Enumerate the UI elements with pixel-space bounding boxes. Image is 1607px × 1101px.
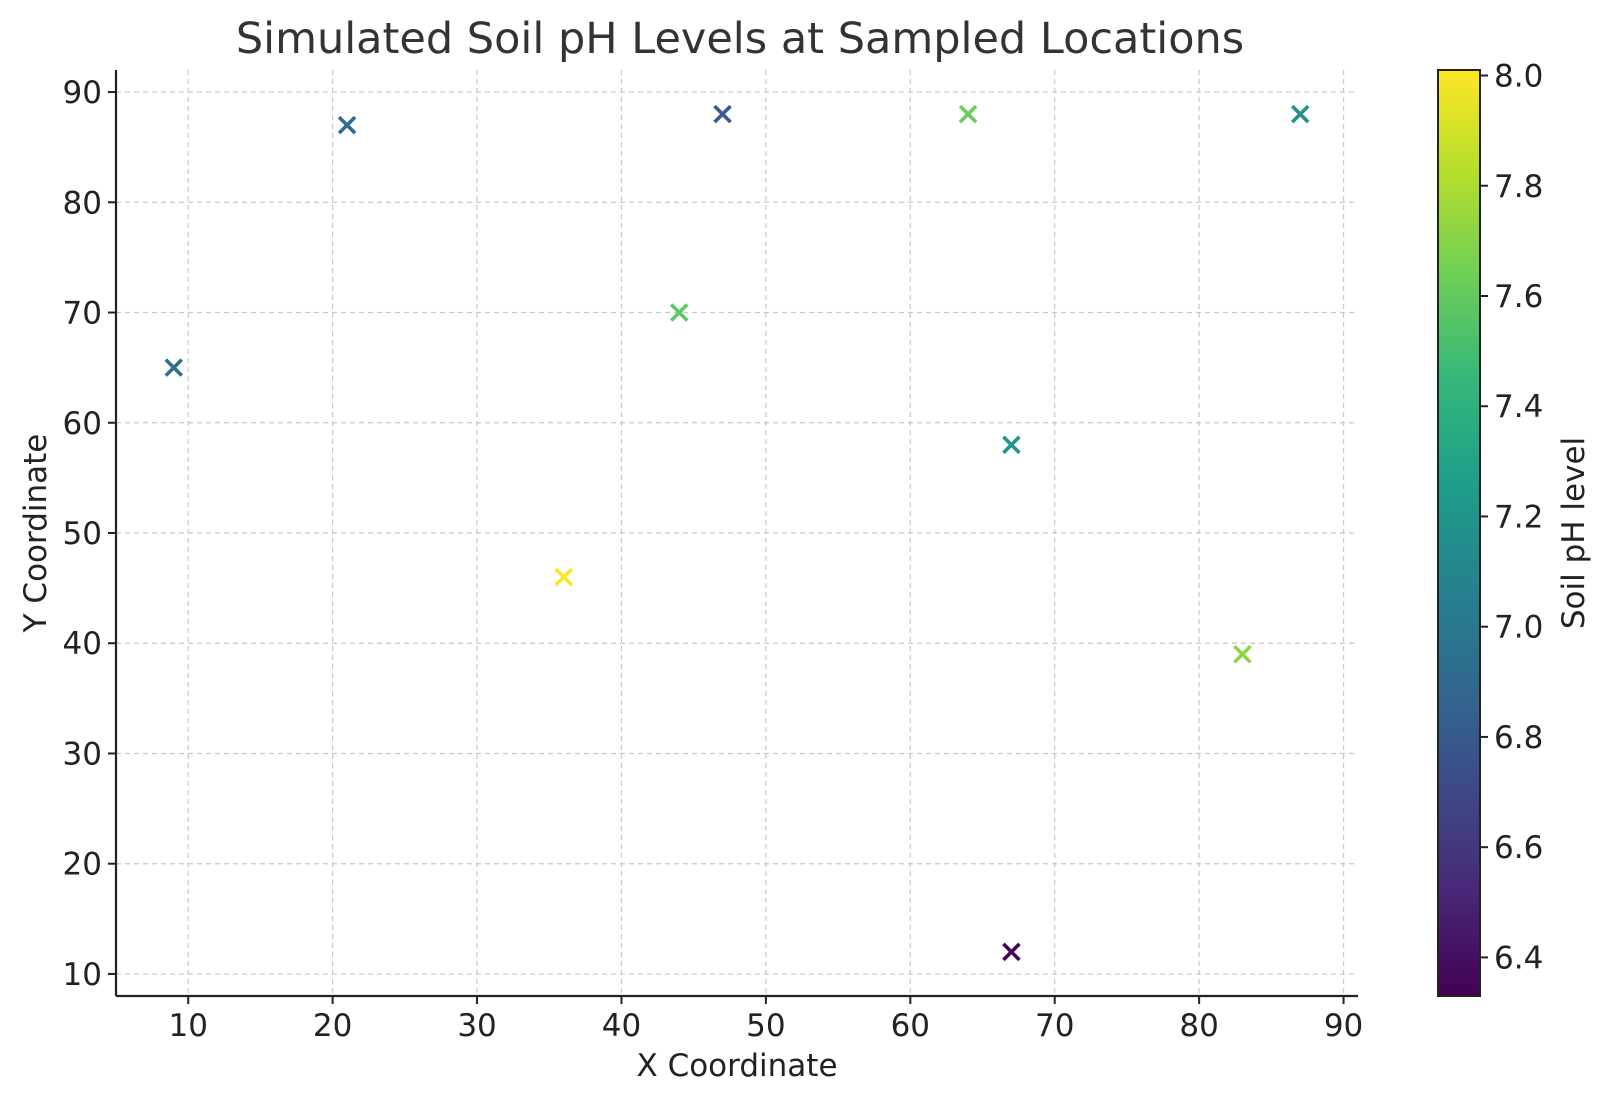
data-point	[669, 303, 689, 322]
x-tick-label: 80	[1179, 1008, 1218, 1044]
y-tick-label: 40	[63, 626, 102, 662]
colorbar-tick-label: 6.4	[1494, 940, 1543, 976]
colorbar-ticks: 6.4 6.6 6.8 7.0 7.2 7.4 7.6 7.8 8.0	[1480, 59, 1543, 976]
data-point	[337, 115, 357, 135]
data-point	[1290, 104, 1310, 124]
y-axis-label: Y Coordinate	[18, 434, 54, 634]
colorbar-tick-label: 6.8	[1494, 720, 1543, 756]
colorbar-tick-label: 7.2	[1494, 499, 1543, 535]
chart-title: Simulated Soil pH Levels at Sampled Loca…	[236, 14, 1244, 64]
y-tick-label: 30	[63, 736, 102, 772]
data-point	[554, 567, 573, 587]
colorbar-tick-label: 7.6	[1494, 279, 1543, 315]
x-tick-label: 10	[168, 1008, 207, 1044]
data-point	[1002, 435, 1021, 455]
data-point	[713, 104, 732, 124]
x-tick-label: 60	[891, 1008, 930, 1044]
x-tick-label: 70	[1035, 1008, 1074, 1044]
colorbar-label: Soil pH level	[1556, 437, 1592, 629]
colorbar-tick-label: 8.0	[1494, 59, 1543, 95]
data-points	[164, 104, 1310, 962]
y-tick-label: 90	[63, 75, 102, 111]
data-point	[958, 104, 978, 124]
y-tick-label: 50	[63, 516, 102, 552]
x-tick-label: 50	[746, 1008, 785, 1044]
colorbar-tick-label: 6.6	[1494, 830, 1543, 866]
x-tick-label: 30	[457, 1008, 496, 1044]
colorbar-tick-label: 7.0	[1494, 610, 1543, 646]
y-tick-label: 80	[63, 185, 102, 221]
grid	[116, 70, 1358, 996]
data-point	[1233, 644, 1252, 664]
y-tick-label: 10	[63, 957, 102, 993]
x-tick-label: 90	[1324, 1008, 1363, 1044]
colorbar	[1437, 69, 1481, 997]
y-axis-ticks: 10 20 30 40 50 60 70 80 90	[63, 75, 116, 993]
y-tick-label: 70	[63, 296, 102, 332]
x-axis-ticks: 10 20 30 40 50 60 70 80 90	[168, 996, 1363, 1044]
colorbar-tick-label: 7.8	[1494, 169, 1543, 205]
x-tick-label: 20	[313, 1008, 352, 1044]
data-point	[164, 358, 184, 377]
data-point	[1002, 942, 1021, 962]
colorbar-tick-label: 7.4	[1494, 389, 1543, 425]
x-axis-label: X Coordinate	[636, 1048, 837, 1084]
x-tick-label: 40	[602, 1008, 641, 1044]
y-tick-label: 60	[63, 406, 102, 442]
y-tick-label: 20	[63, 847, 102, 883]
